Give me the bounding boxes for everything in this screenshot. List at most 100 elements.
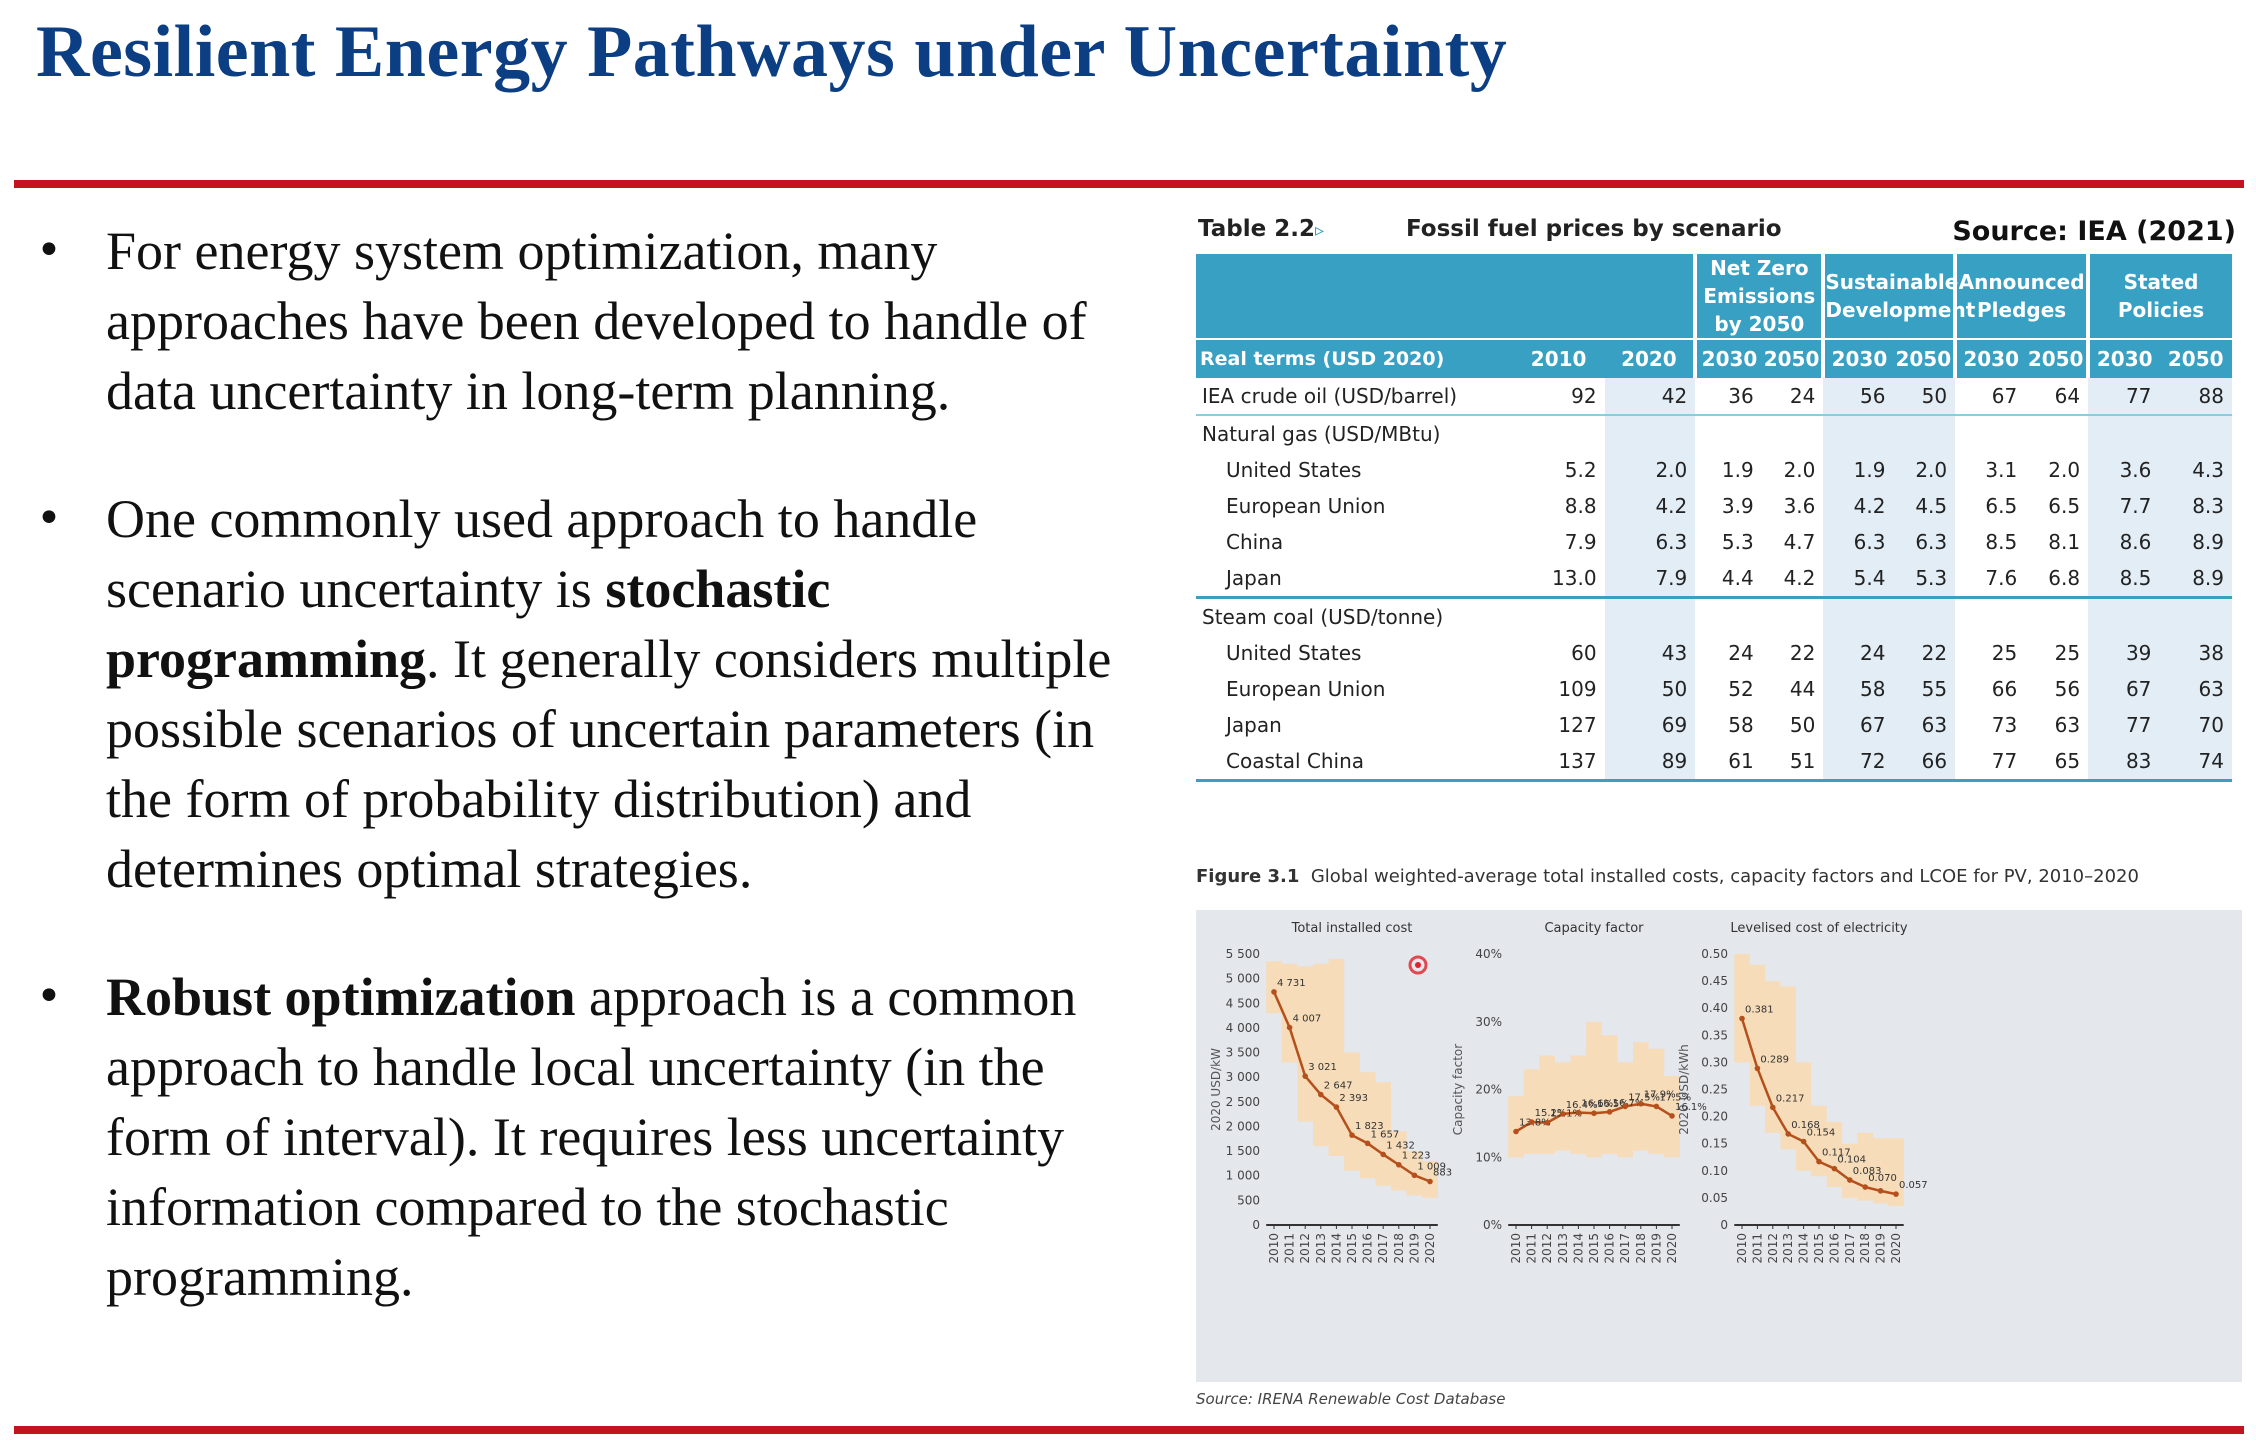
table-cell: 8.5 <box>1985 530 2018 554</box>
year-header: 2030 <box>2086 338 2160 378</box>
x-tick-label: 2020 <box>1665 1233 1679 1264</box>
data-point <box>1364 1140 1371 1147</box>
year-header: 2030 <box>1693 338 1762 378</box>
data-label: 1 823 <box>1355 1121 1384 1132</box>
table-cell: 8.3 <box>2159 488 2232 524</box>
data-point <box>1302 1073 1308 1079</box>
y-tick-label: 0.45 <box>1701 974 1728 988</box>
table-title: Fossil fuel prices by scenario <box>1406 216 1782 242</box>
x-tick-label: 2012 <box>1298 1233 1312 1264</box>
table-cell: 22 <box>1789 641 1816 665</box>
y-tick-label: 500 <box>1237 1193 1260 1207</box>
figure-caption-text: Global weighted-average total installed … <box>1310 866 2139 887</box>
table-cell <box>1512 596 1605 635</box>
x-tick-label: 2011 <box>1750 1233 1764 1264</box>
x-tick-label: 2011 <box>1283 1233 1297 1264</box>
data-label: 17.9% <box>1644 1090 1676 1101</box>
table-cell: 1.9 <box>1721 458 1754 482</box>
bullet-dot-icon: • <box>36 971 62 1022</box>
data-point <box>1544 1119 1550 1126</box>
table-cell: 50 <box>1604 671 1696 707</box>
data-label: 0.154 <box>1807 1128 1836 1139</box>
data-label: 3 021 <box>1308 1062 1337 1073</box>
row-label: European Union <box>1226 494 1386 518</box>
data-point <box>1800 1138 1807 1145</box>
table-cell: 7.6 <box>1985 566 2018 590</box>
data-point <box>1396 1161 1402 1168</box>
x-tick-label: 2013 <box>1314 1233 1328 1264</box>
data-label: 0.217 <box>1776 1093 1805 1104</box>
table-cell: 89 <box>1604 743 1696 782</box>
data-label: 17.5% <box>1659 1092 1691 1103</box>
x-tick-label: 2018 <box>1858 1233 1872 1264</box>
table-row: Natural gas (USD/MBtu) <box>1196 415 2232 452</box>
x-tick-label: 2015 <box>1812 1233 1826 1264</box>
bullet-item: • Robust optimization approach is a comm… <box>36 962 1146 1312</box>
x-tick-label: 2019 <box>1407 1233 1421 1264</box>
data-label: 16.5% <box>1597 1099 1629 1110</box>
bullet-item: • For energy system optimization, many a… <box>36 216 1146 426</box>
table-cell: 77 <box>2088 378 2160 416</box>
bullet-text: One commonly used approach to handle sce… <box>106 489 978 619</box>
data-point <box>1862 1184 1868 1190</box>
table-cell: 1.9 <box>1823 452 1894 488</box>
data-label: 0.381 <box>1745 1004 1774 1015</box>
y-tick-label: 5 500 <box>1226 947 1260 961</box>
table-cell: 8.6 <box>2088 524 2160 560</box>
data-point <box>1831 1165 1838 1172</box>
year-header: 2030 <box>1953 338 2026 378</box>
data-point <box>1653 1103 1660 1110</box>
data-point <box>1816 1158 1822 1165</box>
table-cell: 25 <box>2054 641 2081 665</box>
x-tick-label: 2010 <box>1735 1233 1749 1264</box>
y-tick-label: 3 500 <box>1226 1046 1260 1060</box>
table-cell: 8.8 <box>1564 494 1597 518</box>
table-cell: 56 <box>2054 677 2081 701</box>
chart-title: Total installed cost <box>1291 921 1413 936</box>
data-label: 0.070 <box>1868 1173 1897 1184</box>
table-cell <box>1761 596 1824 635</box>
table-cell: 88 <box>2159 378 2232 416</box>
table-cell: 67 <box>1955 378 2026 416</box>
table-cell <box>2159 415 2232 452</box>
data-point <box>1333 1104 1340 1110</box>
data-point <box>1560 1111 1566 1117</box>
table-cell: 7.7 <box>2088 488 2160 524</box>
data-point <box>1591 1110 1597 1117</box>
y-tick-label: 0.20 <box>1701 1110 1728 1124</box>
table-cell: 72 <box>1823 743 1894 782</box>
table-cell: 58 <box>1728 713 1754 737</box>
y-tick-label: 0.05 <box>1701 1191 1728 1205</box>
table-cell: 5.3 <box>1721 530 1754 554</box>
table-cell <box>1762 415 1824 452</box>
bullet-text: approach is a common approach to handle … <box>106 967 1077 1307</box>
year-header: 2050 <box>2025 338 2089 378</box>
x-tick-label: 2011 <box>1525 1233 1539 1264</box>
row-label: Coastal China <box>1196 743 1513 782</box>
table-cell: 6.3 <box>1893 524 1956 560</box>
data-label: 883 <box>1433 1167 1452 1178</box>
data-label: 13.8% <box>1519 1118 1551 1129</box>
table-row: Japan 127 69 58 50 67 63 73 63 77 70 <box>1196 707 2232 743</box>
table-cell: 66 <box>1991 677 2018 701</box>
table-cell <box>2025 415 2088 452</box>
table-cell: 56 <box>1823 378 1894 416</box>
y-tick-label: 20% <box>1475 1083 1502 1097</box>
y-tick-label: 0.50 <box>1701 947 1728 961</box>
table-cell: 61 <box>1695 743 1762 782</box>
table-cell: 77 <box>2088 707 2160 743</box>
y-tick-label: 0.40 <box>1701 1001 1728 1015</box>
table-cell: 4.5 <box>1893 488 1956 524</box>
table-row: United States 60 43 24 22 24 22 25 25 39 38 <box>1196 635 2232 671</box>
table-cell: 73 <box>1991 713 2018 737</box>
row-label: United States <box>1226 458 1362 482</box>
year-header: 2010 <box>1512 338 1605 378</box>
chart-title: Levelised cost of electricity <box>1730 921 1908 936</box>
table-cell: 22 <box>1893 635 1956 671</box>
data-label: 0.104 <box>1837 1155 1866 1166</box>
table-cell: 6.8 <box>2048 566 2081 590</box>
table-cell: 4.7 <box>1783 530 1816 554</box>
range-band <box>1266 958 1438 1198</box>
table-cell: 5.3 <box>1893 560 1956 598</box>
bullet-text: For energy system optimization, many app… <box>106 221 1087 421</box>
